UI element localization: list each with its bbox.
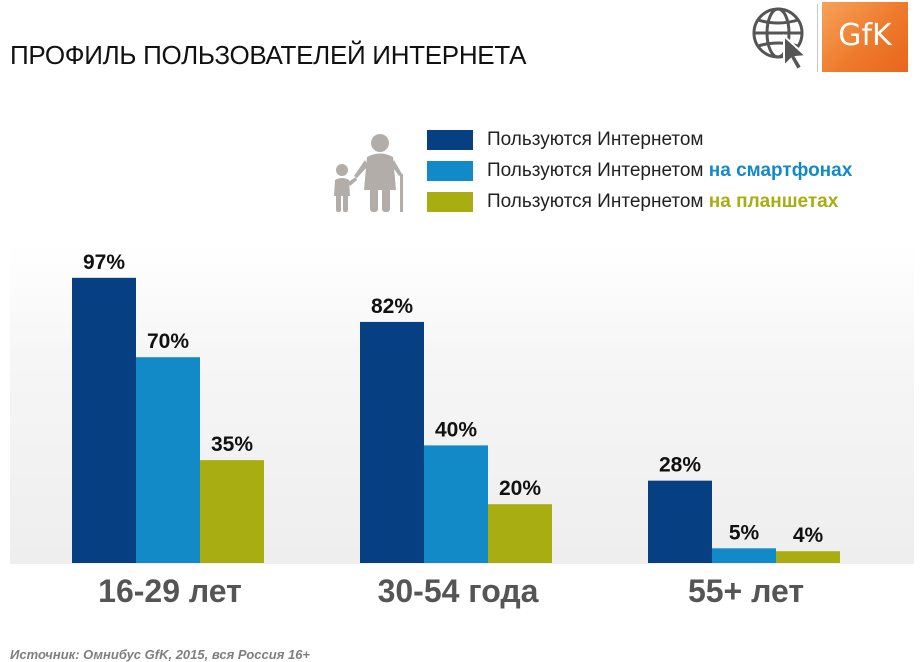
value-label-smartphones-1: 70% [147, 330, 189, 353]
category-label-1: 16-29 лет [98, 573, 242, 609]
bar-tablets-3 [776, 551, 840, 563]
category-label-3: 55+ лет [688, 573, 804, 609]
brand-logo-area [748, 2, 908, 74]
value-label-tablets-3: 4% [793, 524, 824, 547]
legend-swatch-smartphones [427, 161, 473, 181]
bar-tablets-2 [488, 504, 552, 563]
bar-internet-1 [72, 277, 136, 563]
gfk-logo: GfK [822, 2, 908, 72]
legend-label-smartphones: Пользуются Интернетом на смартфонах [487, 160, 853, 181]
bars-layer [72, 277, 840, 563]
source-note: Источник: Омнибус GfK, 2015, вся Россия … [10, 647, 311, 662]
value-label-internet-3: 28% [659, 454, 701, 477]
category-label-2: 30-54 года [378, 573, 539, 609]
legend-swatch-internet [427, 130, 473, 150]
bar-smartphones-2 [424, 445, 488, 563]
value-label-internet-2: 82% [371, 295, 413, 318]
bar-smartphones-3 [712, 548, 776, 563]
logo-divider [817, 4, 818, 72]
bar-tablets-1 [200, 460, 264, 563]
category-labels-layer: 16-29 лет 30-54 года 55+ лет [98, 573, 804, 609]
grandmother-child-icon [334, 134, 403, 212]
legend-swatch-tablets [427, 192, 473, 212]
value-label-smartphones-2: 40% [435, 418, 477, 441]
legend-label-tablets: Пользуются Интернетом на планшетах [487, 191, 839, 212]
globe-cursor-icon [752, 7, 809, 72]
value-labels-layer: 97% 70% 35% 82% 40% 20% 28% 5% 4% [83, 251, 824, 547]
gfk-logo-text: GfK [838, 18, 892, 53]
value-label-tablets-1: 35% [211, 433, 253, 456]
bar-internet-2 [360, 321, 424, 563]
value-label-smartphones-3: 5% [729, 521, 760, 544]
legend-label-internet: Пользуются Интернетом [487, 129, 704, 150]
bar-internet-3 [648, 480, 712, 563]
bar-smartphones-1 [136, 357, 200, 563]
page-title: ПРОФИЛЬ ПОЛЬЗОВАТЕЛЕЙ ИНТЕРНЕТА [10, 40, 527, 70]
value-label-tablets-2: 20% [499, 477, 541, 500]
value-label-internet-1: 97% [83, 251, 125, 274]
